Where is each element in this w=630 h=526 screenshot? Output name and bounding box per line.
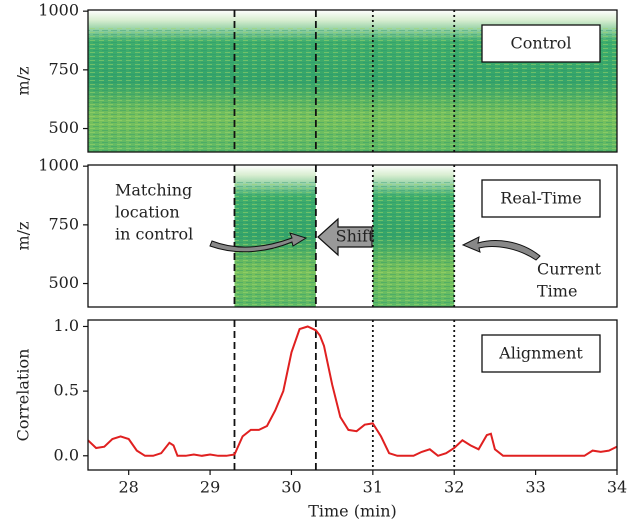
annotation: Current [537,260,602,279]
y-tick-label: 0.0 [54,445,79,464]
x-tick-label: 31 [363,478,383,497]
annotation: Time [537,282,577,301]
axes-frame [87,319,618,471]
heatmap-texture [372,182,455,307]
y-tick-label: 1.0 [54,316,79,335]
annotation: Matching [115,181,192,200]
annotation: location [115,203,180,222]
current-arrow [461,236,541,261]
y-axis-label: m/z [14,222,33,251]
x-tick-label: 28 [119,478,139,497]
x-tick-label: 32 [444,478,464,497]
panel-label-box [481,334,601,373]
panel-label-box [481,179,601,218]
x-tick-label: 33 [525,478,545,497]
x-tick-label: 29 [200,478,220,497]
shift-arrow [317,217,373,257]
y-axis-label: m/z [14,67,33,96]
y-tick-label: 750 [48,59,79,78]
panel-label: Real-Time [500,189,581,208]
match-arrow [209,232,308,253]
y-tick-label: 0.5 [54,381,79,400]
annotation: Shift [336,227,375,246]
correlation-line [88,325,617,457]
annotation: in control [115,225,193,244]
axes-frame [87,9,618,153]
y-tick-label: 500 [48,118,79,137]
x-tick-label: 30 [281,478,301,497]
panel-label: Alignment [498,344,583,363]
axes-frame [87,164,618,308]
y-tick-label: 1000 [38,156,79,175]
panel-label: Control [510,34,571,53]
y-tick-label: 500 [48,273,79,292]
y-tick-label: 1000 [38,1,79,20]
y-tick-label: 750 [48,214,79,233]
x-axis-label: Time (min) [308,502,397,521]
y-axis-label: Correlation [14,349,33,442]
panel-label-box [481,24,601,63]
x-tick-label: 34 [607,478,627,497]
